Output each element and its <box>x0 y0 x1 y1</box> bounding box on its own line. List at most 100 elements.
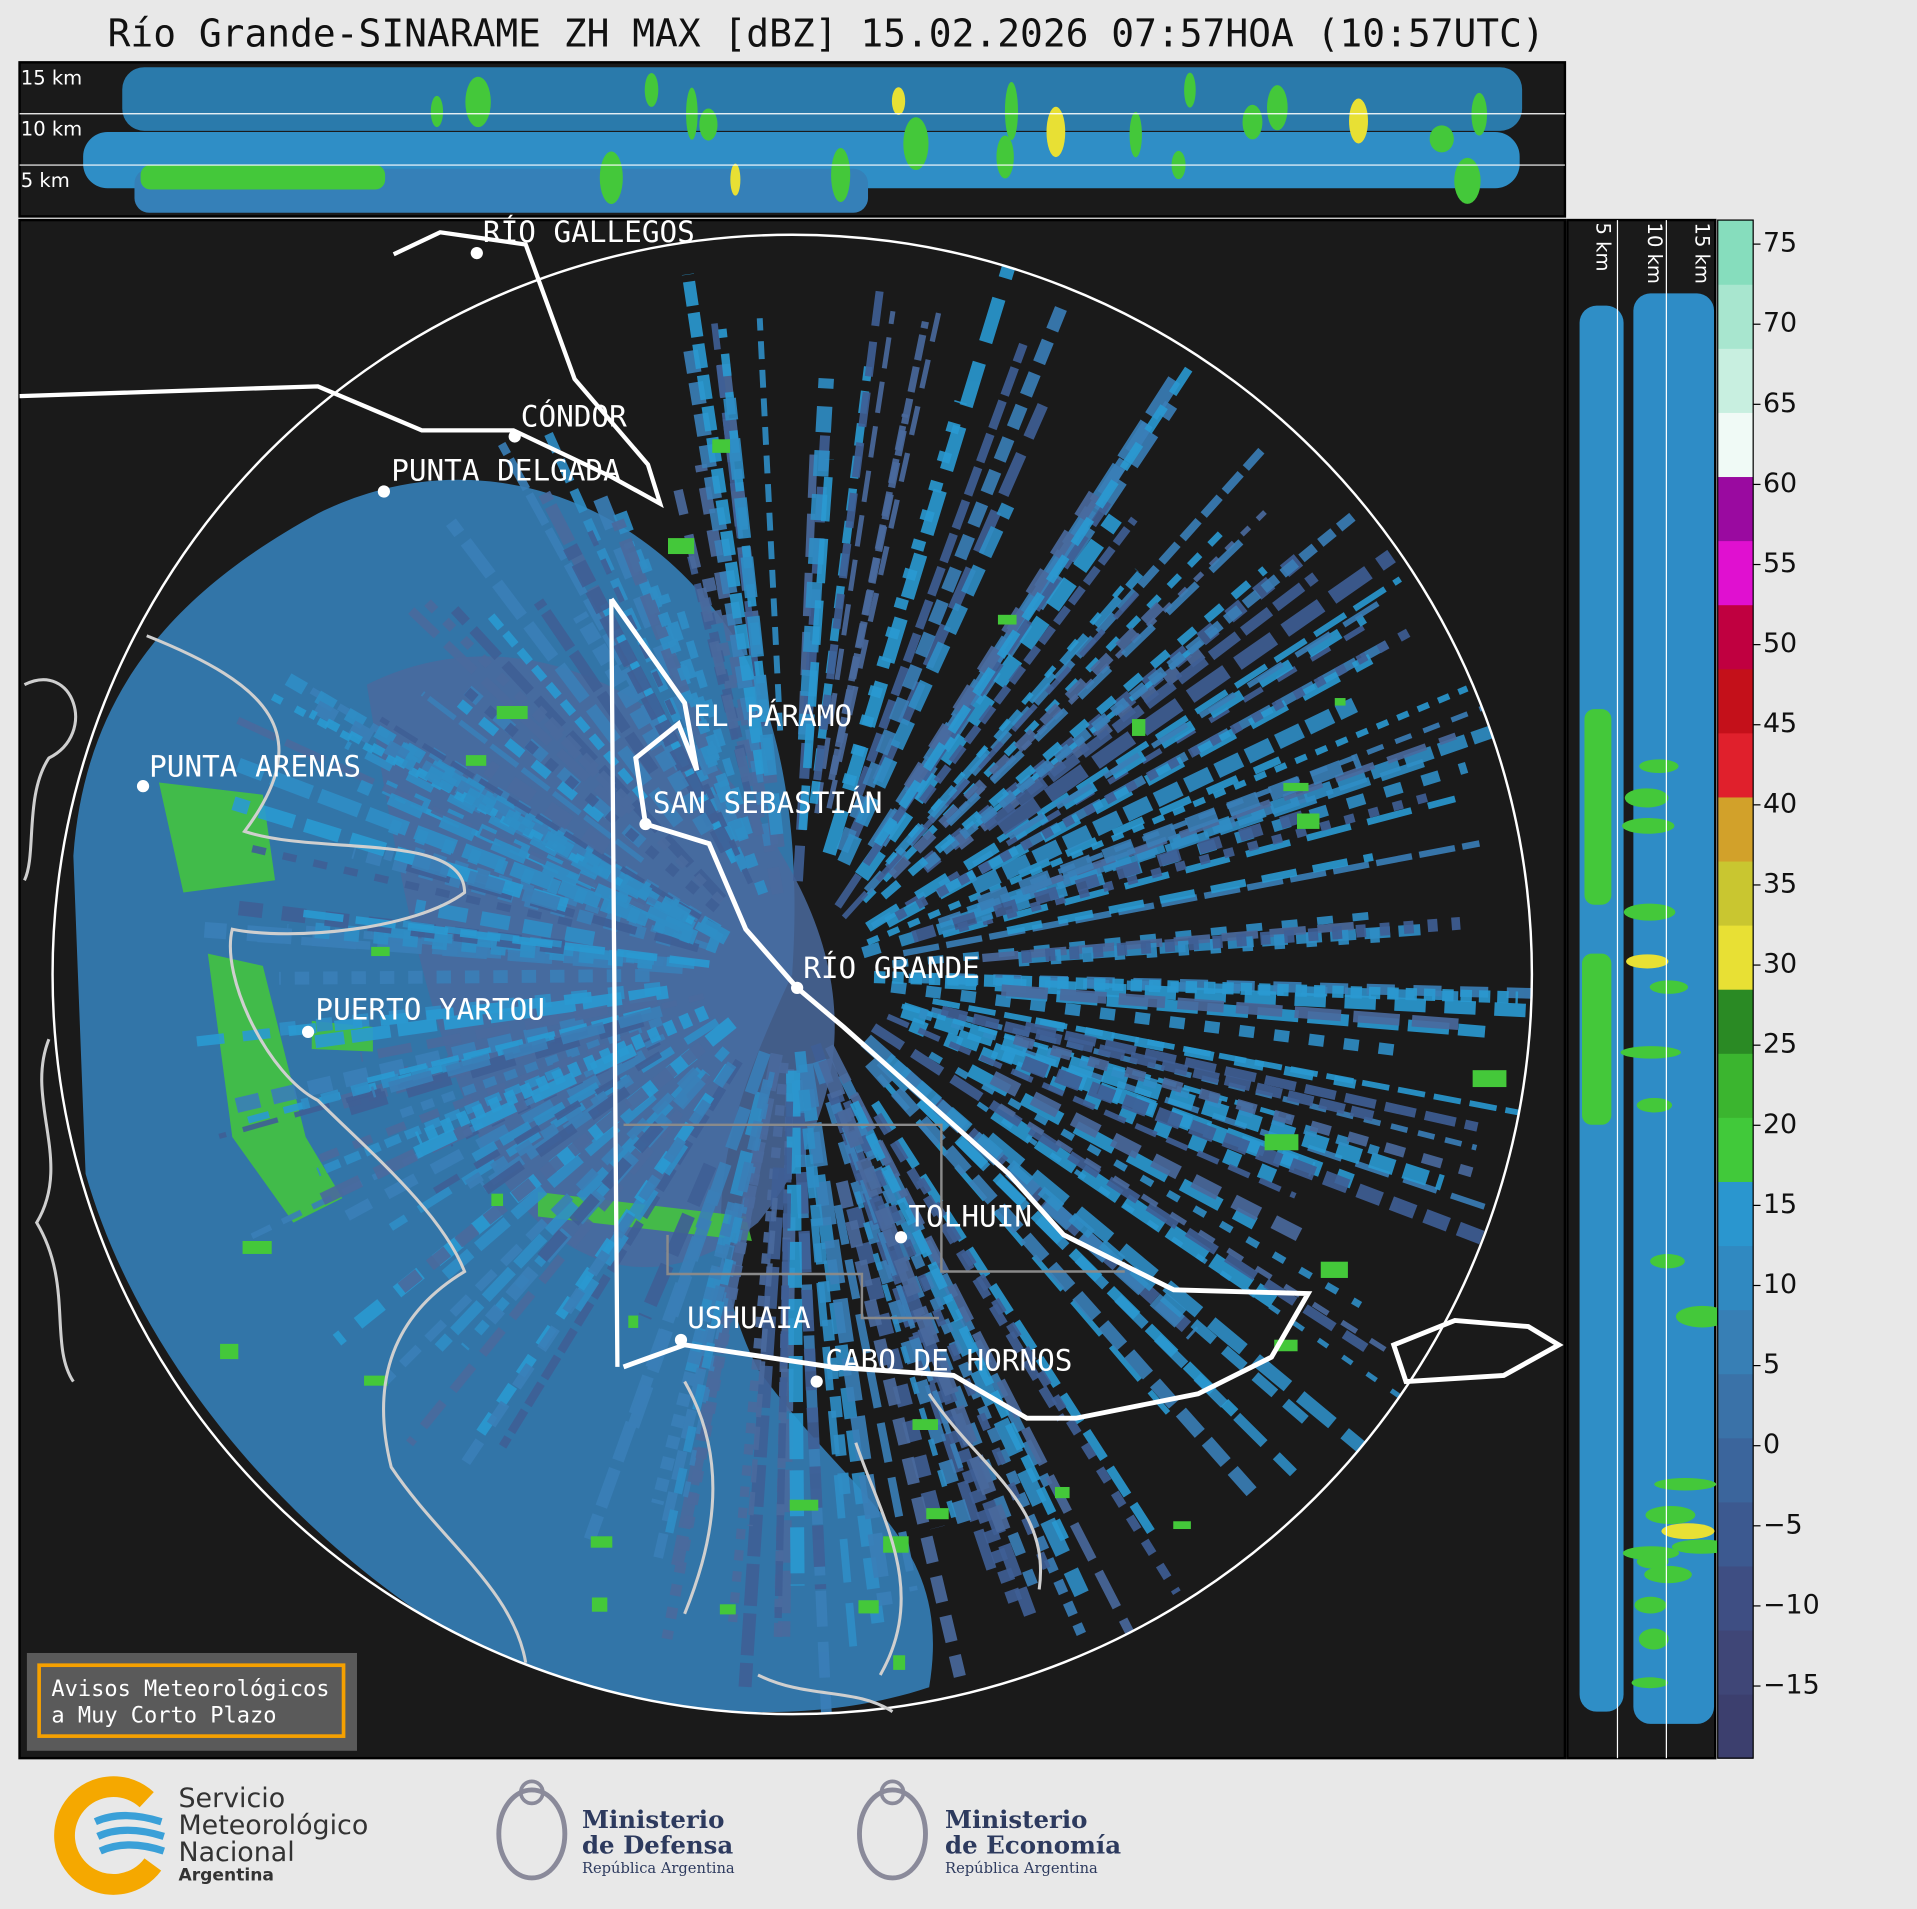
city-label: CABO DE HORNOS <box>825 1344 1072 1378</box>
echo-ray <box>406 1073 713 1447</box>
colorbar-tick-label: 70 <box>1763 308 1797 339</box>
echo-ray <box>902 840 1481 957</box>
echo-ray <box>891 910 1386 969</box>
echo-cell <box>590 1536 613 1548</box>
echo-ray <box>661 1126 769 1640</box>
profile-cell <box>1623 903 1676 921</box>
echo-ray <box>942 795 1456 938</box>
logo-text: Nacional <box>178 1837 294 1868</box>
city-dot <box>810 1375 823 1388</box>
echo-ray <box>665 1216 743 1534</box>
notice-line: a Muy Corto Plazo <box>51 1704 276 1729</box>
echo-ray <box>1021 1048 1486 1210</box>
echo-ray <box>622 1050 771 1444</box>
height-label: 15 km <box>1691 223 1714 284</box>
echo-ray <box>1024 1021 1479 1132</box>
echo-ray <box>833 1204 918 1592</box>
city-label: CÓNDOR <box>521 398 627 434</box>
profile-cell <box>903 117 929 171</box>
echo-ray <box>835 1180 966 1678</box>
logo-text: Meteorológico <box>178 1810 368 1841</box>
echo-cell <box>1264 1134 1299 1151</box>
echo-ray <box>836 303 1068 854</box>
echo-ray <box>563 543 735 854</box>
echo-cell <box>496 705 528 720</box>
echo-ray <box>1012 1034 1474 1178</box>
echo-ray <box>996 576 1402 844</box>
profile-cell <box>891 87 906 116</box>
echo-ray <box>908 1017 1294 1190</box>
colorbar-bin <box>1717 732 1754 798</box>
echo-ray <box>276 982 662 1037</box>
echo-ray <box>420 691 645 863</box>
echo-ray <box>1007 593 1392 840</box>
colorbar-bin <box>1717 1181 1754 1247</box>
echo-ray <box>291 908 710 968</box>
profile-cell <box>730 163 741 196</box>
colorbar-bin <box>1717 540 1754 606</box>
colorbar-bin <box>1717 989 1754 1054</box>
logo-text: de Defensa <box>582 1830 733 1859</box>
profile-cell <box>599 151 623 204</box>
coastline-gray <box>23 634 1043 1713</box>
echo-ray <box>235 758 699 945</box>
echo-ray <box>434 1067 705 1352</box>
notice-line: Avisos Meteorológicos <box>51 1677 329 1702</box>
defensa-logo: Ministerio de Defensa República Argentin… <box>496 1779 735 1881</box>
echo-ray <box>866 685 1469 946</box>
boundary <box>623 1123 1125 1320</box>
colorbar-bin <box>1717 1309 1754 1375</box>
colorbar-bin <box>1717 476 1754 542</box>
echo-ray <box>236 716 669 921</box>
echo-ray <box>1021 917 1461 964</box>
profile-cell <box>1645 1505 1696 1525</box>
profile-cell <box>1661 1523 1715 1540</box>
profile-cell <box>1644 1565 1692 1584</box>
echo-ray <box>455 1074 635 1196</box>
echo-ray <box>1017 756 1282 878</box>
profile-cell <box>1639 759 1679 773</box>
echo-ray <box>826 304 943 809</box>
echo-ray <box>756 318 784 731</box>
echo-cell <box>997 614 1017 625</box>
echo-ray <box>837 502 1015 866</box>
colorbar-tick-label: 0 <box>1763 1429 1780 1460</box>
echo-ray <box>451 794 686 921</box>
logo-arc <box>54 1776 162 1895</box>
height-label: 10 km <box>1643 223 1666 284</box>
echo-ray <box>894 627 1413 921</box>
colorbar-bin <box>1717 1694 1754 1759</box>
top-panel: 15 km 10 km 5 km <box>18 61 1567 218</box>
city-dot <box>377 485 391 498</box>
echo-cell <box>465 755 487 766</box>
echo-ray <box>347 1013 645 1116</box>
emblem-sun <box>518 1779 545 1806</box>
city-label: RÍO GRANDE <box>803 950 980 985</box>
profile-cell <box>644 72 659 107</box>
city-label: SAN SEBASTIÁN <box>653 785 883 820</box>
echo-ray <box>486 611 649 802</box>
echo-cell <box>926 1508 949 1520</box>
colorbar-bin <box>1717 1629 1754 1695</box>
city-label: RÍO GALLEGOS <box>483 214 695 249</box>
echo-ray <box>441 1090 657 1280</box>
echo-ray <box>797 377 834 741</box>
echo-cell <box>491 1193 504 1207</box>
echo-ray <box>187 991 593 1048</box>
echo-ray <box>952 643 1209 850</box>
side-panel: 5 km 10 km 15 km <box>1566 218 1732 1760</box>
echo-ray <box>471 1082 601 1162</box>
colorbar-bin <box>1717 1565 1754 1631</box>
profile-cell <box>1454 157 1481 204</box>
colorbar-tick-label: 10 <box>1763 1269 1797 1300</box>
echo-cell <box>628 1315 639 1328</box>
echo-ray <box>801 1088 885 1624</box>
echo-ray <box>916 1177 1181 1596</box>
smn-logo: Servicio Meteorológico Nacional Argentin… <box>54 1776 368 1895</box>
echo-ray <box>611 518 711 750</box>
profile-cell <box>1626 954 1669 969</box>
colorbar-bin <box>1717 1373 1754 1439</box>
profile-cell <box>1654 1478 1717 1491</box>
range-ring <box>51 233 1534 1716</box>
echo-ray <box>573 611 715 836</box>
